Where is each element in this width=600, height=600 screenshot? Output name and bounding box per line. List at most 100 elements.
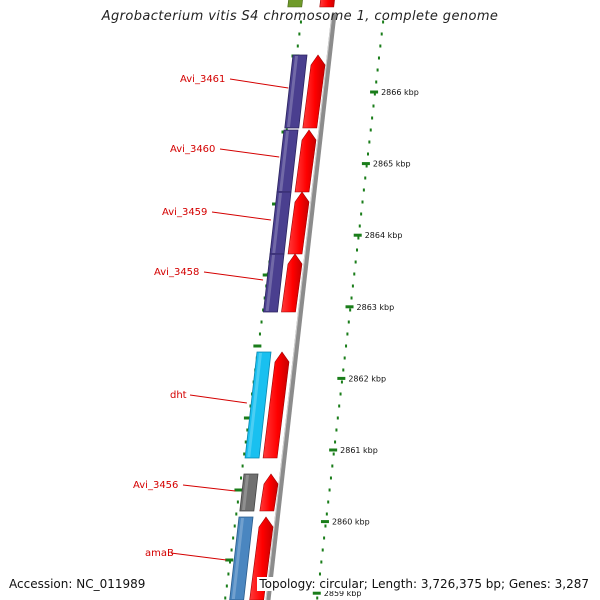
gene-avi-3459[interactable] [269,191,292,255]
outer-major-tick [337,376,346,380]
inner-minor-tick [240,476,243,480]
cds-feature-arrow[interactable] [294,129,317,193]
ruler-label: 2863 kbp [357,303,395,312]
outer-minor-tick [321,548,324,552]
gene-label-leader [211,211,271,221]
gene-amab[interactable] [229,516,254,600]
outer-minor-tick [332,452,335,456]
topology-summary: Topology: circular; Length: 3,726,375 bp… [257,577,591,591]
inner-minor-tick [246,428,249,432]
cds-feature-arrow[interactable] [281,253,303,313]
ruler-label: 2860 kbp [332,518,370,527]
gene-label-leader [182,484,236,492]
accession-label: Accession: NC_011989 [7,577,148,591]
outer-minor-tick [329,476,332,480]
inner-minor-tick [299,20,302,24]
outer-minor-tick [354,260,357,264]
outer-minor-tick [331,464,334,468]
outer-major-tick [353,233,362,237]
outer-minor-tick [343,356,346,360]
gene-avi-3461[interactable] [284,54,308,129]
outer-minor-tick [369,128,372,132]
gene-block[interactable] [244,351,272,459]
outer-minor-tick [345,344,348,348]
gene-avi-3456[interactable] [239,473,259,512]
outer-minor-tick [375,80,378,84]
outer-minor-tick [356,248,359,252]
gene-block-highlight [265,255,275,311]
ruler-label: 2866 kbp [381,88,419,97]
gene-label: amaB [145,548,174,559]
outer-minor-tick [349,308,352,312]
inner-minor-tick [233,524,236,528]
cds-feature-arrow[interactable] [287,191,310,255]
outer-minor-tick [371,116,374,120]
gene-block-highlight [287,56,298,127]
gene-label: Avi_3458 [154,267,199,278]
gene-block-highlight [242,475,249,510]
outer-minor-tick [360,212,363,216]
outer-minor-tick [335,428,338,432]
inner-minor-tick [296,44,299,48]
cds-feature-arrow[interactable] [259,473,279,512]
inner-minor-tick [224,596,227,600]
chromosome-backbone [265,13,337,600]
outer-minor-tick [346,332,349,336]
inner-major-tick [253,344,262,348]
ruler-label: 2864 kbp [365,231,403,240]
gene-label-leader [203,271,264,281]
outer-minor-tick [357,236,360,240]
inner-minor-tick [241,464,244,468]
outer-minor-tick [368,140,371,144]
gene-dht[interactable] [244,351,272,459]
inner-major-tick [243,416,252,420]
outer-minor-tick [325,512,328,516]
cds-feature-arrow[interactable] [249,516,274,600]
inner-minor-tick [258,332,261,336]
inner-minor-tick [225,584,228,588]
outer-minor-tick [353,272,356,276]
outer-minor-tick [324,524,327,528]
outer-minor-tick [358,224,361,228]
inner-minor-tick [235,512,238,516]
partial-feature-top [319,0,335,8]
outer-minor-tick [338,404,341,408]
gene-label-leader [219,148,280,158]
outer-minor-tick [377,56,380,60]
gene-block-highlight [247,353,262,457]
inner-minor-tick [236,500,239,504]
inner-minor-tick [260,320,263,324]
gene-avi-3458[interactable] [263,253,285,313]
inner-minor-tick [227,572,230,576]
inner-minor-tick [243,452,246,456]
gene-label-leader [170,552,227,561]
inner-minor-tick [230,548,233,552]
outer-minor-tick [380,32,383,36]
inner-minor-tick [298,32,301,36]
outer-major-tick [320,520,329,524]
gene-block-highlight [272,193,282,253]
gene-block[interactable] [229,516,254,600]
outer-minor-tick [372,104,375,108]
outer-minor-tick [323,536,326,540]
outer-minor-tick [339,392,342,396]
outer-major-tick [329,448,338,452]
outer-minor-tick [365,164,368,168]
outer-major-tick [361,162,370,166]
gene-block-highlight [231,518,244,599]
partial-gene-top [287,0,303,8]
outer-minor-tick [350,296,353,300]
gene-block[interactable] [263,253,285,313]
gene-block[interactable] [284,54,308,129]
outer-minor-tick [362,188,365,192]
outer-minor-tick [316,596,319,600]
cds-feature-arrow[interactable] [262,351,290,459]
gene-block[interactable] [239,473,259,512]
gene-avi-3460[interactable] [276,129,299,193]
outer-minor-tick [340,380,343,384]
cds-feature-arrow[interactable] [302,54,326,129]
inner-minor-tick [262,308,265,312]
ruler-label: 2862 kbp [348,374,386,383]
map-title: Agrobacterium vitis S4 chromosome 1, com… [101,9,499,24]
